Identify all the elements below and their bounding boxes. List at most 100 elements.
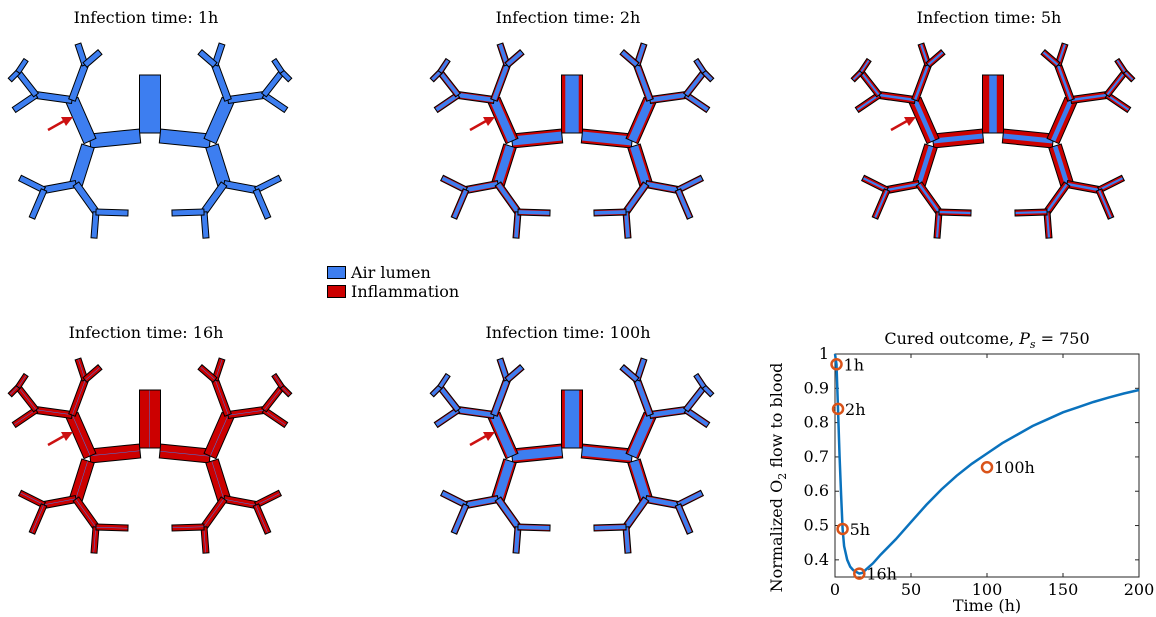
airway-segment <box>42 179 78 195</box>
airway-segment <box>633 63 654 102</box>
airway-segment <box>158 128 212 149</box>
airway-segment <box>200 496 228 530</box>
airway-segment <box>933 211 943 239</box>
airway-segment <box>450 503 470 535</box>
time-marker-label: 1h <box>844 355 864 374</box>
airway-segment <box>1065 179 1101 195</box>
legend-label-inflammation: Inflammation <box>351 281 460 301</box>
pointer-arrow <box>47 119 65 132</box>
x-tick-label: 100 <box>972 580 1003 599</box>
airway-segment <box>510 128 564 149</box>
airway-segment <box>68 63 89 102</box>
y-tick-label: 0.7 <box>804 447 829 466</box>
pointer-arrow <box>469 434 487 447</box>
airway-segment <box>858 57 872 75</box>
airway-segment <box>72 496 100 530</box>
airway-segment <box>436 384 462 413</box>
airway-segment <box>203 411 235 460</box>
airway-segment <box>271 57 285 75</box>
airway-segment <box>487 96 519 145</box>
airway-segment <box>580 443 634 464</box>
airway-segment <box>203 96 235 145</box>
airway-segment <box>648 90 688 105</box>
pointer-arrowhead <box>904 117 916 126</box>
airway-segment <box>252 503 272 535</box>
airway-segment <box>205 143 231 187</box>
airway-segment <box>885 179 921 195</box>
airway-segment <box>1046 96 1078 145</box>
airway-segment <box>222 179 258 195</box>
pointer-arrowhead <box>483 117 495 126</box>
legend-label-air: Air lumen <box>351 262 431 282</box>
airway-segment <box>139 389 161 449</box>
airway-segment <box>464 494 500 510</box>
y-tick-label: 0.4 <box>804 550 829 569</box>
airway-segment <box>1114 57 1128 75</box>
airway-segment <box>619 364 640 383</box>
y-tick-label: 0.9 <box>804 378 829 397</box>
panel-title: Infection time: 1h <box>73 8 219 27</box>
panel-title: Infection time: 16h <box>68 323 224 342</box>
lung-panel-5h: Infection time: 5h <box>843 0 1143 250</box>
legend-item-air: Air lumen <box>327 263 459 282</box>
airway-segment <box>28 503 48 535</box>
airway-segment <box>88 443 142 464</box>
x-tick-label: 0 <box>830 580 840 599</box>
airway-segment <box>437 57 451 75</box>
airway-segment <box>633 378 654 417</box>
lung-panel-16h: Infection time: 16h <box>0 315 300 565</box>
legend-item-inflammation: Inflammation <box>327 282 459 301</box>
airway-segment <box>871 188 891 220</box>
airway-segment <box>622 211 632 239</box>
airway-segment <box>877 90 917 105</box>
airway-segment <box>95 523 129 532</box>
airway-segment <box>860 174 890 194</box>
time-marker <box>830 358 843 371</box>
o2-flow-line <box>833 353 1140 575</box>
airway-segment <box>88 128 142 149</box>
airway-segment <box>90 211 100 239</box>
airway-segment <box>200 526 210 554</box>
x-tick-label: 50 <box>901 580 921 599</box>
airway-segment <box>226 405 266 420</box>
airway-segment <box>197 364 218 383</box>
airway-segment <box>95 208 129 217</box>
airway-segment <box>69 458 95 502</box>
airway-segment <box>200 211 210 239</box>
airway-segment <box>222 494 258 510</box>
airway-segment <box>456 90 496 105</box>
time-marker-label: 100h <box>994 458 1035 477</box>
airway-segment <box>693 372 707 390</box>
airway-segment <box>494 496 522 530</box>
time-marker <box>836 522 849 536</box>
time-marker-label: 5h <box>850 520 870 539</box>
airway-segment <box>625 411 657 460</box>
airway-segment <box>490 63 511 102</box>
airway-segment <box>925 49 946 68</box>
airway-segment <box>171 208 205 217</box>
airway-segment <box>931 128 985 149</box>
airway-segment <box>622 526 632 554</box>
airway-segment <box>28 188 48 220</box>
airway-segment <box>982 74 1004 134</box>
lung-diagram <box>7 357 293 554</box>
y-tick-label: 1 <box>819 344 829 363</box>
airway-segment <box>908 96 940 145</box>
airway-segment <box>491 143 517 187</box>
airway-segment <box>912 143 938 187</box>
airway-segment <box>625 96 657 145</box>
airway-segment <box>82 364 103 383</box>
chart-axes-box <box>834 353 1140 578</box>
airway-segment <box>622 181 650 215</box>
airway-segment <box>450 188 470 220</box>
airway-segment <box>437 372 451 390</box>
time-marker <box>980 460 994 474</box>
airway-segment <box>74 357 89 382</box>
airway-segment <box>561 74 583 134</box>
lung-diagram <box>429 42 715 239</box>
airway-segment <box>1001 128 1055 149</box>
airway-segment <box>197 49 218 68</box>
pointer-arrowhead <box>61 117 73 126</box>
airway-segment <box>68 378 89 417</box>
airway-segment <box>915 181 943 215</box>
